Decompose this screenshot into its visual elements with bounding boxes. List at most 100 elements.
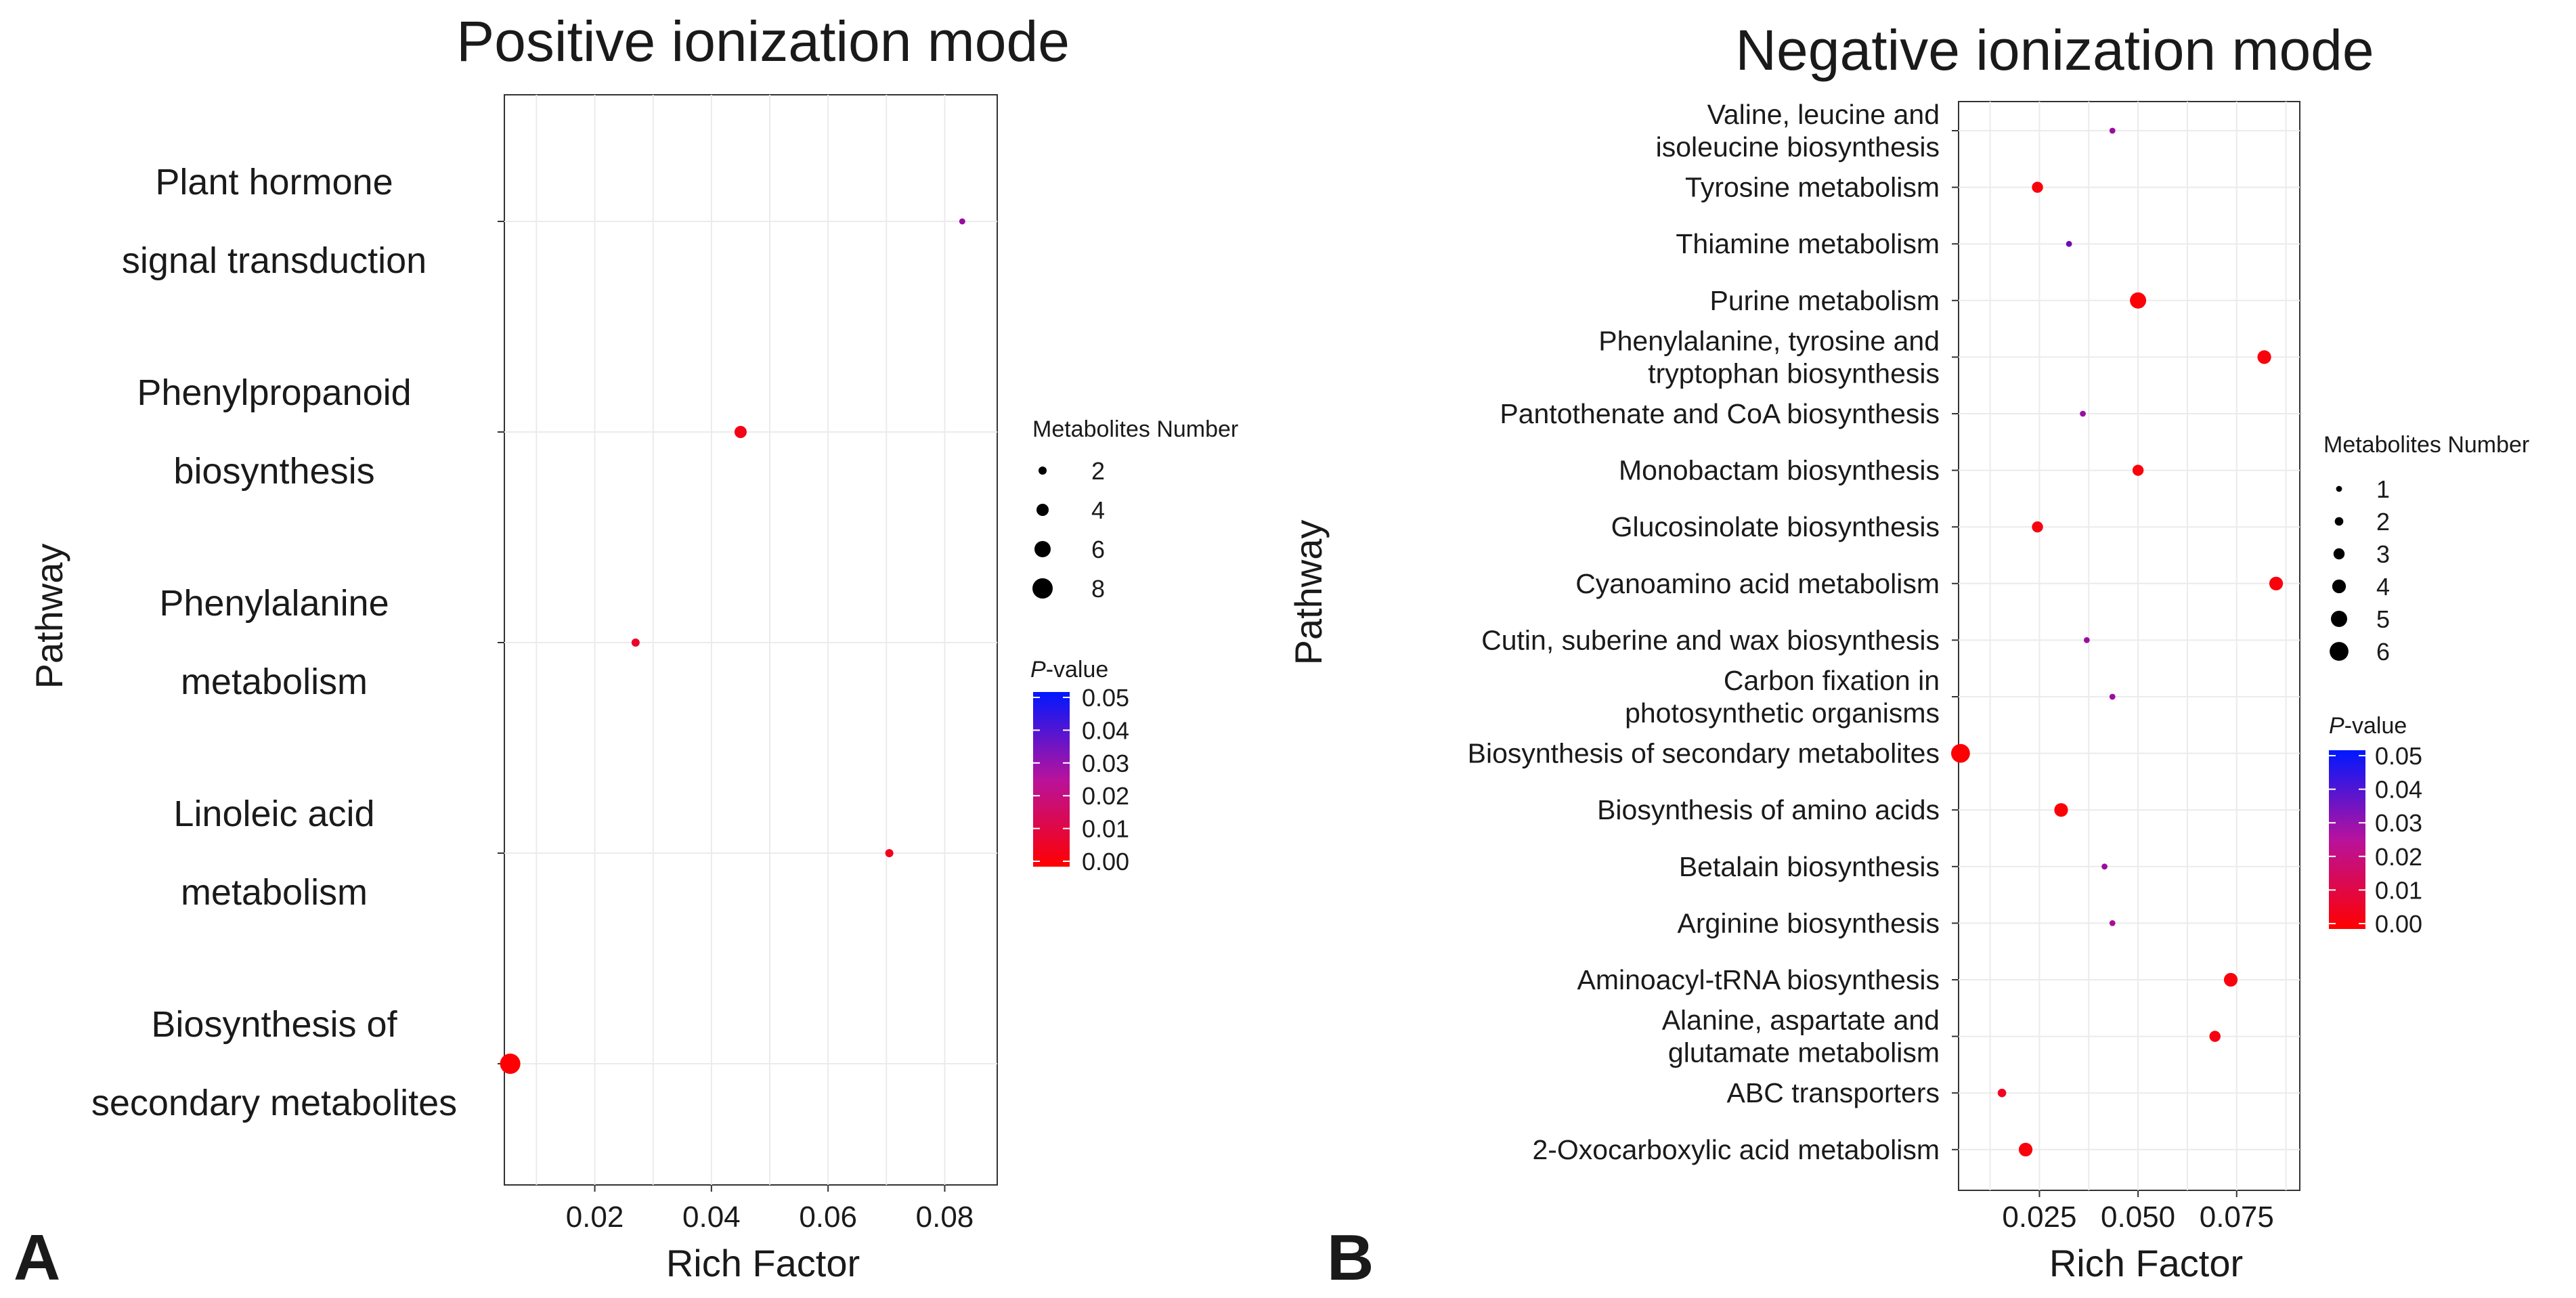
category-label: Cutin, suberine and wax biosynthesis (1481, 624, 1940, 655)
panel-b-x-axis-label: Rich Factor (2049, 1242, 2243, 1284)
size-legend-label: 5 (2376, 605, 2390, 633)
color-legend-label: 0.02 (1082, 782, 1129, 810)
category-label: Biosynthesis of (151, 1004, 397, 1045)
color-legend-label: 0.05 (1082, 684, 1129, 712)
size-legend-label: 3 (2376, 540, 2390, 568)
category-label: biosynthesis (173, 451, 374, 492)
panel-a-points: Plant hormone signal transduction: 0.083… (500, 218, 965, 1074)
size-legend-label: 4 (1091, 496, 1105, 524)
category-label: Plant hormone (155, 162, 393, 202)
panel-b-color-legend-title-rest: -value (2344, 713, 2407, 739)
panel-b-gridlines (1952, 102, 2300, 1190)
data-point: Purine metabolism: 0.05 (2130, 292, 2147, 309)
panel-b-y-axis-label: Pathway (1287, 520, 1330, 666)
panel-b-x-ticks: 0.025 0.050 0.075 (2002, 1190, 2274, 1234)
data-point: Cyanoamino acid metabolism: 0.085 (2269, 576, 2284, 590)
size-legend-dot (2330, 642, 2349, 661)
data-point: Biosynthesis of secondary metabolites: 0… (1951, 743, 1970, 763)
category-label: Pantothenate and CoA biosynthesis (1500, 398, 1940, 429)
size-legend-dot (2332, 579, 2346, 594)
data-point: Glucosinolate biosynthesis: 0.0245 (2032, 521, 2043, 533)
data-point: Betalain biosynthesis: 0.0415 (2101, 863, 2108, 870)
x-tick-label: 0.075 (2200, 1200, 2274, 1234)
size-legend-dot (2331, 611, 2347, 627)
size-legend-label: 2 (1091, 457, 1105, 485)
category-label: tryptophan biosynthesis (1648, 358, 1940, 389)
data-point: Tyrosine metabolism: 0.0245 (2032, 181, 2043, 193)
data-point: Carbon fixation in photosynthetic organi… (2109, 693, 2116, 700)
x-tick-label: 0.06 (799, 1200, 857, 1234)
data-point: Linoleic acid metabolism: 0.0705 (885, 849, 894, 857)
data-point: 2-Oxocarboxylic acid metabolism: 0.0215 (2018, 1142, 2033, 1156)
panel-b-points: Valine, leucine and isoleucine biosynthe… (1951, 127, 2284, 1156)
panel-b: Negative ionization mode Valine, leucine… (1287, 18, 2529, 1294)
size-legend-dot (1036, 504, 1049, 516)
category-label: metabolism (181, 662, 368, 702)
category-label: ABC transporters (1727, 1077, 1940, 1108)
color-legend-label: 0.03 (2375, 809, 2422, 837)
panel-a-color-bar (1033, 692, 1070, 867)
data-point: Valine, leucine and isoleucine biosynthe… (2109, 127, 2116, 134)
data-point: Phenylpropanoid biosynthesis: 0.045 (734, 426, 747, 438)
panel-a-color-legend-title-rest: -value (1046, 657, 1109, 683)
category-label: Thiamine metabolism (1676, 228, 1940, 259)
data-point: Thiamine metabolism: 0.0325 (2066, 240, 2072, 247)
category-label: Glucosinolate biosynthesis (1611, 511, 1940, 542)
panel-a-plot-area (504, 94, 998, 1186)
data-point: Biosynthesis of amino acids: 0.0305 (2054, 803, 2068, 817)
panel-b-size-legend-title: Metabolites Number (2323, 432, 2529, 458)
color-legend-label: 0.00 (2375, 910, 2422, 938)
x-tick-label: 0.02 (566, 1200, 624, 1234)
category-label: photosynthetic organisms (1625, 697, 1940, 729)
size-legend-label: 4 (2376, 573, 2390, 601)
color-legend-label: 0.00 (1082, 848, 1129, 875)
category-label: Biosynthesis of amino acids (1597, 794, 1940, 825)
category-label: signal transduction (122, 240, 427, 281)
color-legend-label: 0.01 (2375, 876, 2422, 904)
category-label: Purine metabolism (1709, 285, 1940, 316)
panel-b-color-legend: P-value 0.05 0.04 0.03 0.02 0.01 0.00 (2329, 713, 2422, 938)
panel-b-color-legend-title: P-value (2329, 713, 2407, 739)
category-label: Cyanoamino acid metabolism (1575, 568, 1940, 599)
panel-a-color-legend-title-italic: P (1030, 657, 1046, 683)
color-legend-label: 0.05 (2375, 742, 2422, 770)
category-label: Aminoacyl-tRNA biosynthesis (1577, 964, 1940, 995)
category-label: Valine, leucine and (1707, 99, 1940, 130)
data-point: Plant hormone signal transduction: 0.083 (959, 218, 965, 225)
category-label: Linoleic acid (173, 794, 374, 834)
category-label: Phenylpropanoid (137, 372, 411, 413)
data-point: Pantothenate and CoA biosynthesis: 0.036 (2080, 410, 2086, 417)
data-point: Aminoacyl-tRNA biosynthesis: 0.0735 (2223, 972, 2238, 987)
category-label: Betalain biosynthesis (1679, 851, 1940, 882)
data-point: Phenylalanine, tyrosine and tryptophan b… (2257, 350, 2271, 364)
size-legend-label: 2 (2376, 508, 2390, 536)
panel-b-plot-area (1958, 101, 2300, 1191)
category-label: Tyrosine metabolism (1685, 172, 1940, 203)
category-label: glutamate metabolism (1668, 1037, 1940, 1068)
category-label: Phenylalanine, tyrosine and (1598, 325, 1940, 356)
panel-a-y-axis-label: Pathway (28, 544, 70, 689)
size-legend-dot (1039, 467, 1047, 475)
panel-a-x-axis-label: Rich Factor (666, 1242, 860, 1284)
data-point: Cutin, suberine and wax biosynthesis: 0.… (2083, 637, 2090, 643)
panel-a-letter: A (14, 1221, 60, 1294)
size-legend-dot (1034, 541, 1051, 557)
x-tick-label: 0.08 (916, 1200, 974, 1234)
panel-a-category-labels: Plant hormone signal transduction Phenylpr… (91, 162, 457, 1123)
panel-a-color-legend-title: P-value (1030, 657, 1108, 683)
category-label: isoleucine biosynthesis (1656, 131, 1940, 163)
x-tick-label: 0.025 (2002, 1200, 2076, 1234)
data-point: Biosynthesis of secondary metabolites: 0… (500, 1054, 521, 1074)
size-legend-label: 6 (2376, 638, 2390, 666)
color-legend-label: 0.04 (1082, 716, 1129, 744)
size-legend-label: 6 (1091, 536, 1105, 563)
data-point: Alanine, aspartate and glutamate metabol… (2209, 1031, 2221, 1042)
category-label: 2-Oxocarboxylic acid metabolism (1532, 1134, 1940, 1165)
data-point: ABC transporters: 0.0155 (1997, 1088, 2007, 1098)
panel-a-color-legend: P-value 0.05 0.04 0.03 0.02 0.01 0.00 (1030, 657, 1129, 875)
panel-a-title: Positive ionization mode (456, 9, 1070, 73)
category-label: Phenylalanine (159, 583, 389, 624)
size-legend-label: 1 (2376, 475, 2390, 503)
